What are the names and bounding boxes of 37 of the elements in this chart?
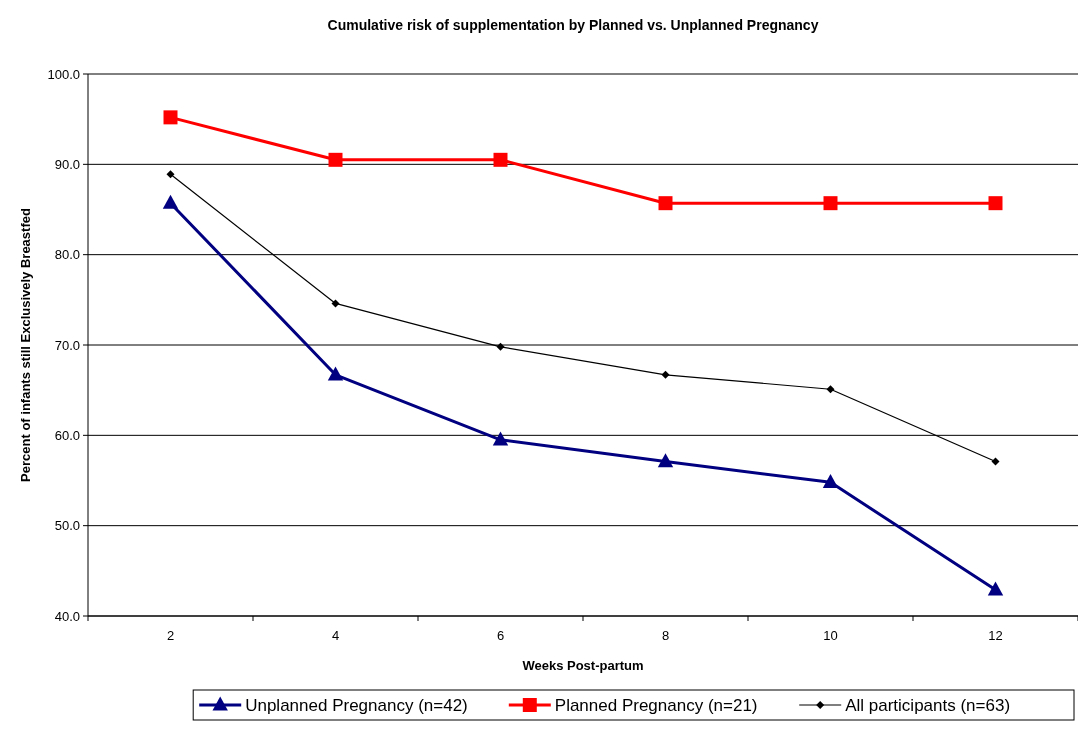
point: [658, 196, 673, 211]
point: [988, 196, 1003, 211]
point: [987, 581, 1004, 596]
point: [328, 152, 343, 167]
y-axis-title: Percent of infants still Exclusively Breastfed: [18, 208, 33, 482]
x-axis-title: Weeks Post-partum: [522, 658, 644, 673]
legend-label: Unplanned Pregnancy (n=42): [245, 695, 468, 715]
point: [166, 170, 175, 179]
point: [823, 196, 838, 211]
point: [327, 366, 344, 381]
point: [162, 194, 179, 209]
y-tick-label: 60.0: [54, 427, 80, 443]
point: [163, 110, 178, 125]
chart-title: Cumulative risk of supplementation by Planned vs. Unplanned Pregnancy: [327, 17, 819, 33]
y-tick-label: 90.0: [54, 156, 80, 172]
point: [657, 453, 674, 468]
point: [492, 431, 509, 446]
x-tick-label: 12: [988, 628, 1003, 643]
x-tick-label: 2: [166, 628, 175, 643]
y-tick-label: 70.0: [54, 337, 80, 353]
x-tick-label: 8: [661, 628, 670, 643]
y-tick-label: 100.0: [47, 66, 80, 82]
point: [822, 473, 839, 488]
x-tick-label: 6: [496, 628, 505, 643]
point: [991, 457, 1000, 466]
legend-label: All participants (n=63): [845, 695, 1011, 715]
x-tick-label: 10: [823, 628, 838, 643]
point: [331, 299, 340, 308]
x-tick-label: 4: [331, 628, 340, 643]
y-tick-label: 50.0: [54, 518, 80, 534]
y-tick-label: 40.0: [54, 608, 80, 624]
point: [826, 385, 835, 394]
y-tick-label: 80.0: [54, 247, 80, 263]
point: [493, 152, 508, 167]
legend-label: Planned Pregnancy (n=21): [554, 695, 758, 715]
point: [661, 370, 670, 379]
point: [496, 342, 505, 351]
